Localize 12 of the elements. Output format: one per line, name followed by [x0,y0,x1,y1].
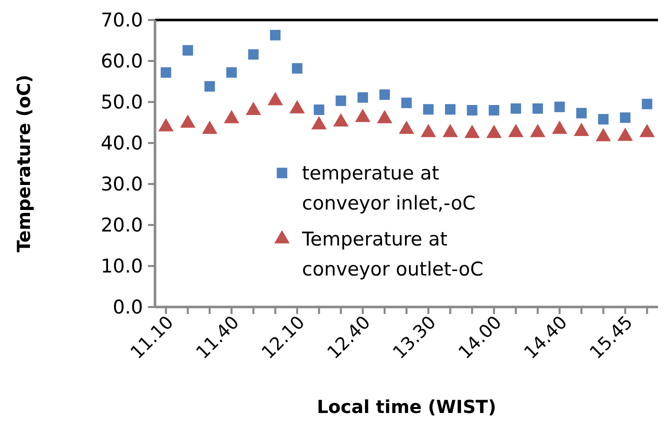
y-tick-label: 20.0 [100,214,143,237]
legend-label: temperatue at conveyor inlet,-oC [302,162,476,215]
y-tick-label: 60.0 [100,50,143,73]
legend-label: Temperature at conveyor outlet-oC [301,228,484,281]
y-tick-label: 10.0 [100,256,143,278]
y-tick-label: 30.0 [100,174,143,196]
y-tick-label: 40.0 [100,132,143,155]
y-axis-title: Temperature (oC) [14,74,35,252]
y-tick-label: 50.0 [100,92,143,114]
y-tick-label: 70.0 [100,10,143,32]
x-axis-title: Local time (WIST) [316,397,496,418]
y-tick-label: 0.0 [112,296,143,319]
